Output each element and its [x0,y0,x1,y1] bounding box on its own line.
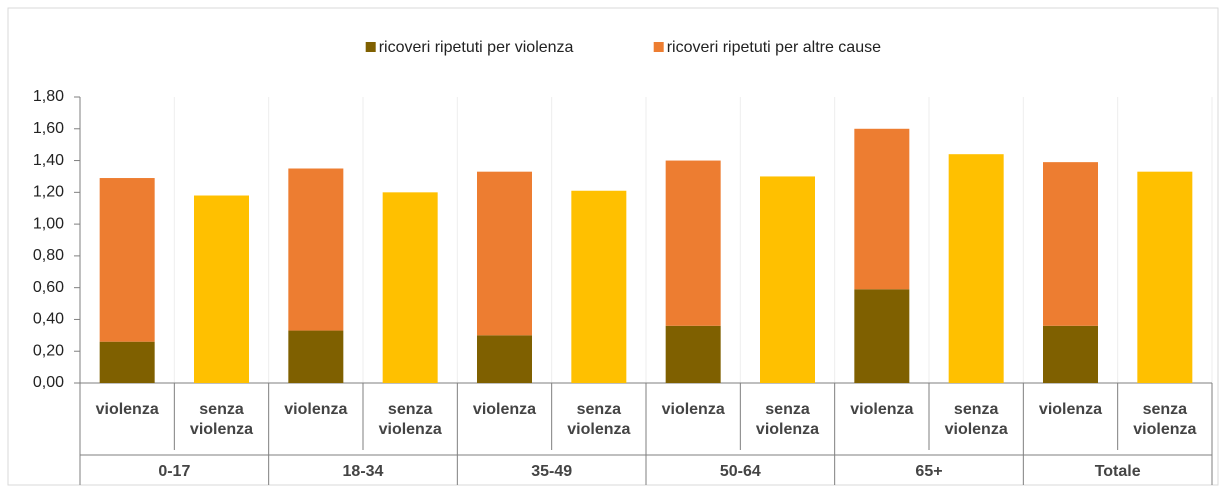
bar-segment [665,325,721,383]
x-tick-label: violenza [96,401,159,418]
x-tick-label: violenza [473,401,536,418]
bar-segment [1043,162,1098,326]
group-label: Totale [1095,463,1141,480]
x-tick-label: violenza [1039,401,1102,418]
x-tick-label: senza violenza [379,401,442,438]
group-label: 35-49 [531,463,572,480]
bar-segment [288,168,344,331]
group-label: 65+ [915,463,942,480]
x-tick-label: senza violenza [945,401,1008,438]
y-tick-label: 0,60 [33,279,64,296]
x-tick-label: violenza [662,401,725,418]
bar-segment [665,160,721,326]
bar-segment [99,178,155,342]
group-label: 18-34 [343,463,384,480]
y-tick-label: 1,60 [33,120,64,137]
bar-segment [1043,325,1098,383]
bar-segment [477,171,532,336]
y-tick-label: 1,20 [33,184,64,201]
y-tick-label: 0,20 [33,342,64,359]
y-tick-label: 1,40 [33,152,64,169]
legend-label: ricoveri ripetuti per altre cause [667,39,881,56]
y-tick-label: 0,40 [33,311,64,328]
bar-segment [99,341,155,383]
y-tick-label: 1,80 [33,88,64,105]
x-tick-label: senza violenza [756,401,819,438]
bar-segment [288,330,344,383]
bar-segment [194,195,249,383]
x-tick-label: senza violenza [190,401,253,438]
group-label: 50-64 [720,463,761,480]
x-tick-label: senza violenza [567,401,630,438]
bar-segment [1137,171,1193,383]
bar-segment [760,176,815,383]
bar-segment [477,335,532,383]
legend-swatch [365,42,376,52]
x-tick-label: senza violenza [1133,401,1196,438]
bar-segment [382,192,438,383]
group-label: 0-17 [158,463,190,480]
bar-segment [948,154,1004,383]
bar-segment [854,289,910,383]
x-tick-label: violenza [850,401,913,418]
legend-swatch [653,42,664,52]
x-tick-label: violenza [284,401,347,418]
y-tick-label: 0,80 [33,247,64,264]
bar-segment [571,190,627,383]
y-tick-label: 0,00 [33,374,64,391]
bar-segment [854,128,910,290]
legend-label: ricoveri ripetuti per violenza [379,39,574,56]
y-tick-label: 1,00 [33,215,64,232]
